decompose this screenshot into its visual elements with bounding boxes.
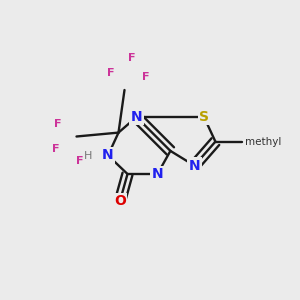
Text: F: F	[54, 119, 62, 129]
Text: O: O	[114, 194, 126, 208]
Text: N: N	[189, 159, 200, 172]
Text: F: F	[128, 52, 136, 63]
Text: F: F	[76, 156, 84, 166]
Text: F: F	[142, 71, 149, 82]
Text: N: N	[131, 110, 142, 124]
Text: methyl: methyl	[245, 136, 282, 147]
Text: N: N	[102, 148, 114, 162]
Text: S: S	[199, 110, 209, 124]
Text: H: H	[84, 151, 93, 161]
Text: N: N	[152, 167, 163, 181]
Text: F: F	[52, 143, 60, 154]
Text: F: F	[107, 68, 115, 78]
